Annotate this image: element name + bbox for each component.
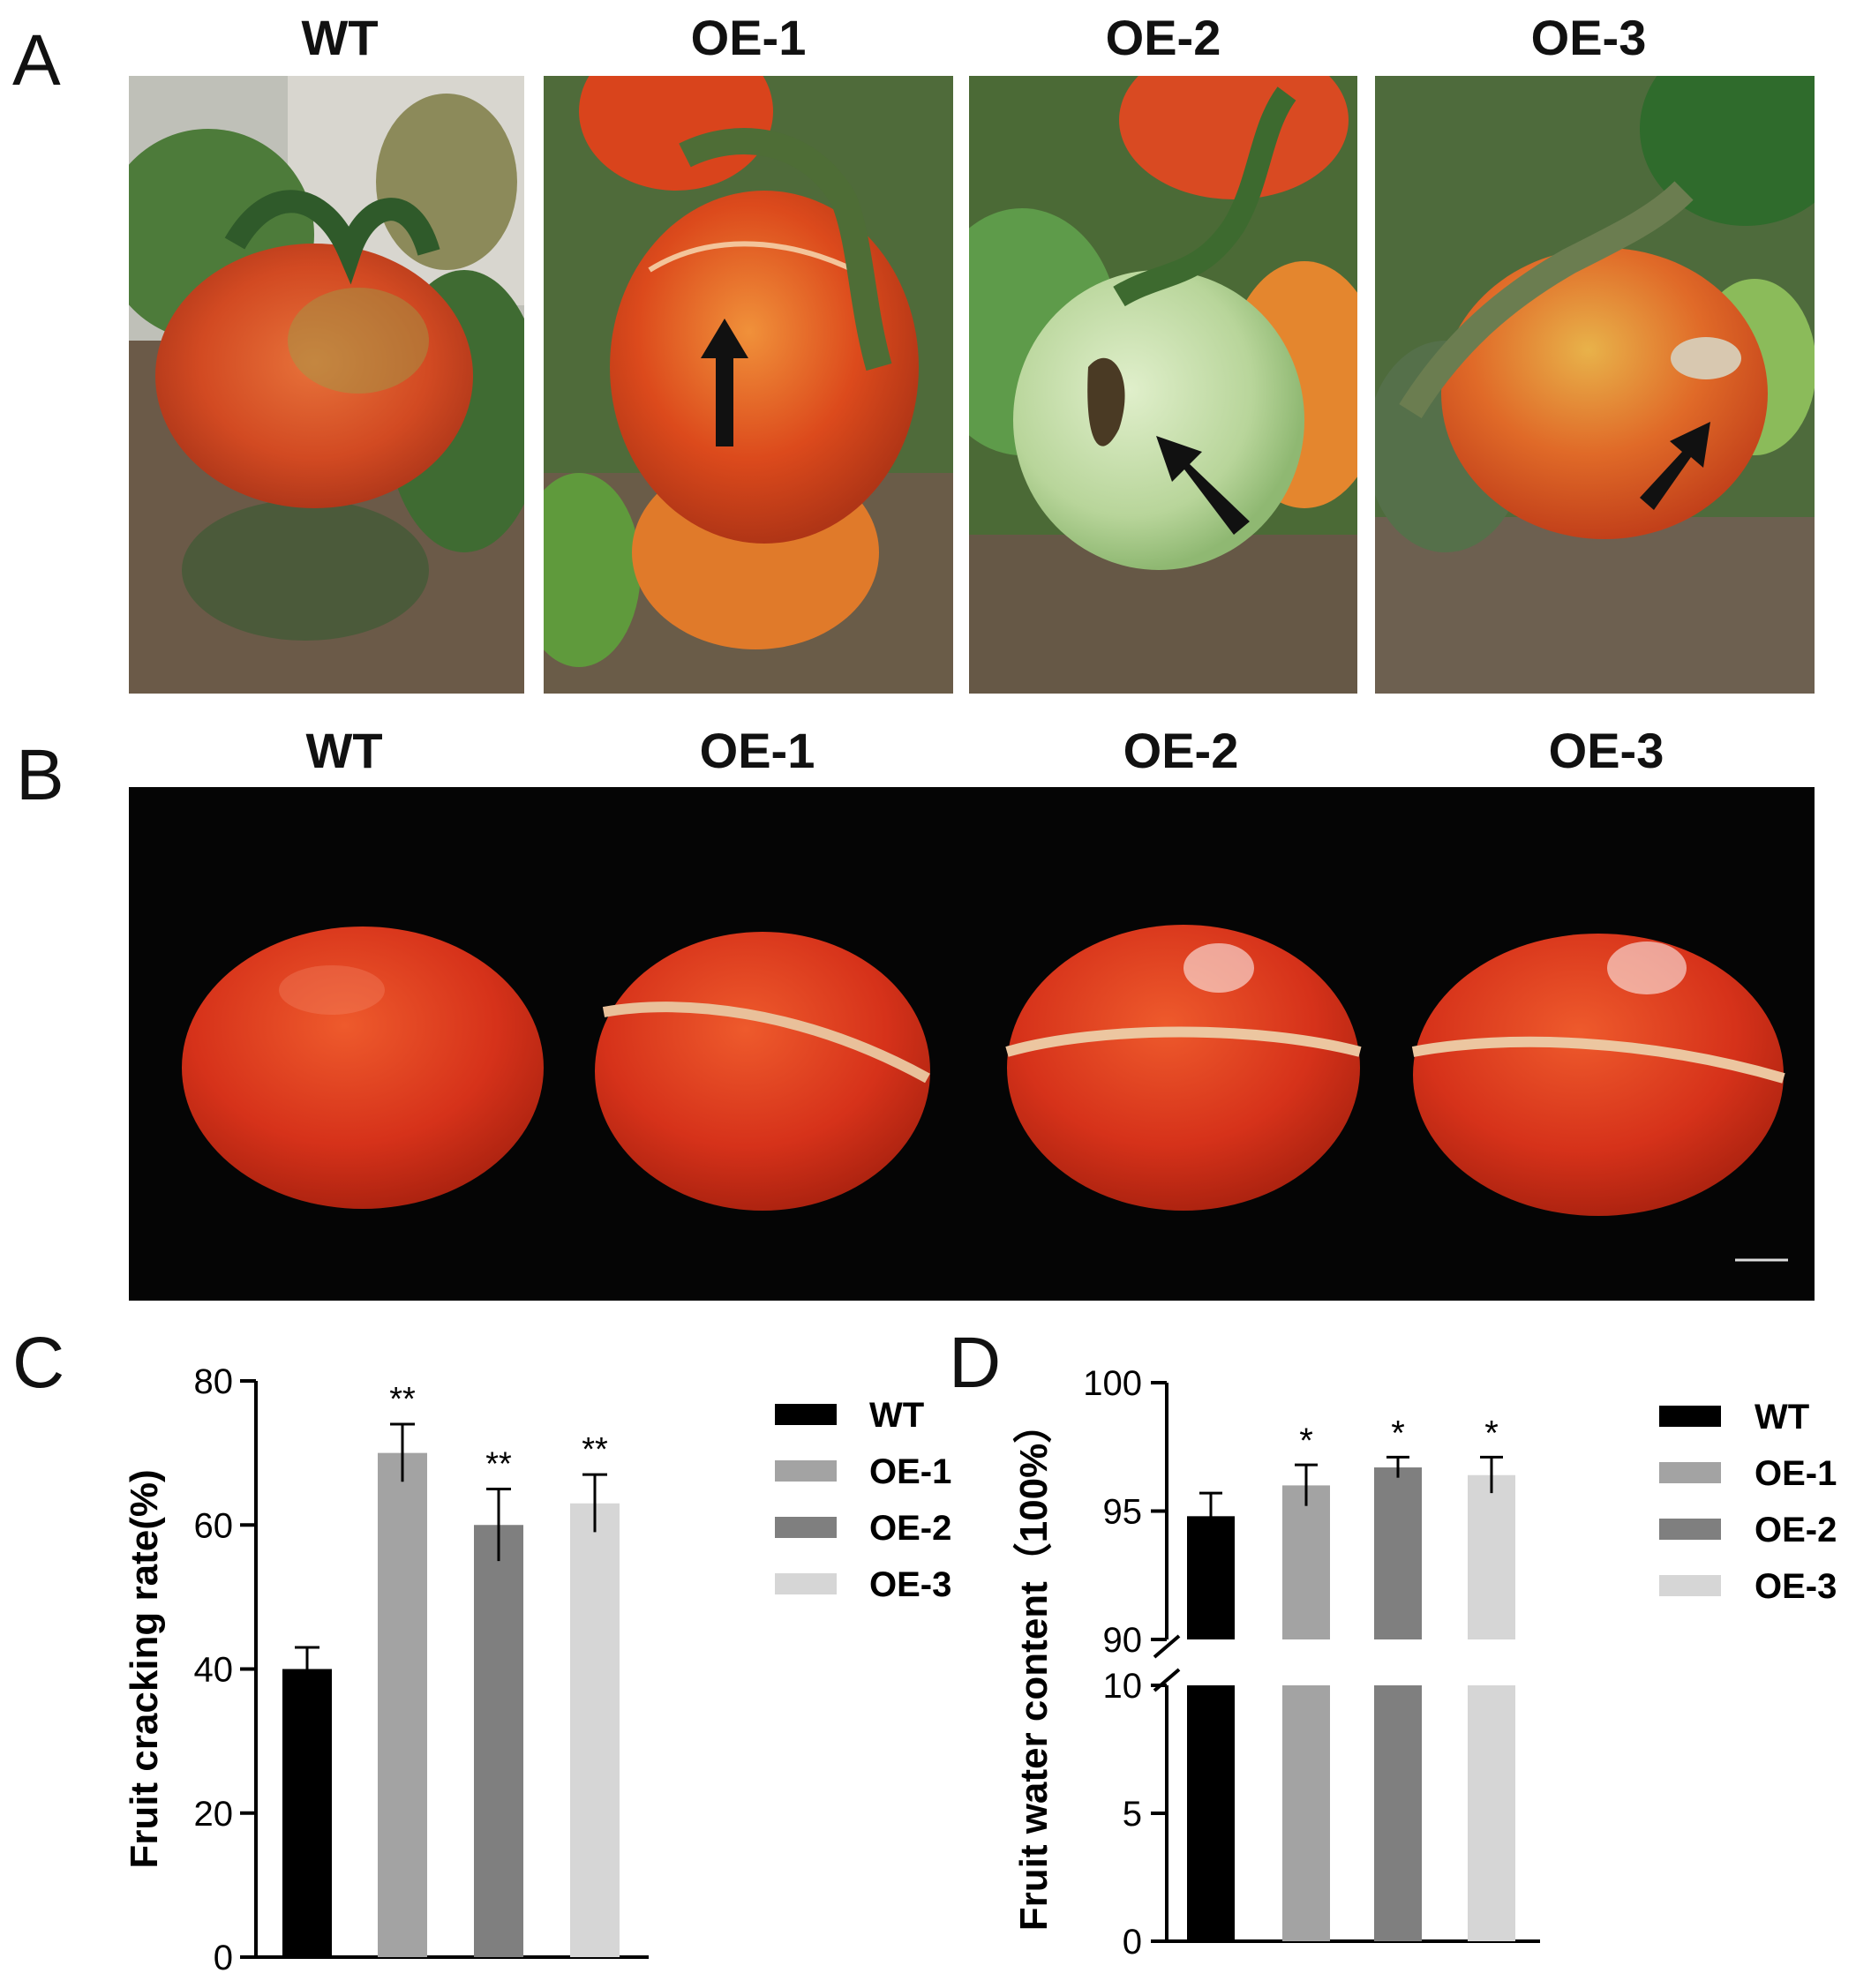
d-y-axis-label: Fruit water content（100%） [1012,1405,1056,1932]
c-legend-label: OE-3 [869,1565,951,1604]
panel-b-label-oe3: OE-3 [1548,723,1664,778]
c-legend-label: WT [869,1396,924,1435]
c-significance: ** [485,1445,512,1482]
photo-a-wt [129,76,524,694]
c-bar-oe-1 [378,1452,427,1957]
d-bar-lower-wt [1187,1685,1235,1941]
d-y-tick-label: 90 [1103,1621,1143,1660]
d-significance: * [1484,1414,1499,1452]
panel-a-letter: A [12,20,61,101]
d-legend-label: OE-1 [1755,1454,1837,1493]
panel-a-label-oe1: OE-1 [690,10,807,65]
d-y-tick-label: 10 [1103,1667,1143,1706]
fruit-wt [182,926,544,1209]
c-bar-wt [282,1669,332,1957]
panel-a-label-oe2: OE-2 [1105,10,1221,65]
d-legend-label: WT [1755,1398,1809,1437]
d-legend-swatch [1659,1575,1721,1596]
c-bar-oe-2 [474,1525,523,1957]
d-y-tick-label: 95 [1103,1493,1143,1532]
photo-a-oe1 [544,76,953,694]
d-bar-lower-oe-1 [1282,1685,1330,1941]
d-axis-break-mark [1153,1634,1181,1659]
fruit-oe3 [1411,934,1785,1216]
c-y-tick-label: 60 [194,1506,234,1545]
d-significance: * [1299,1422,1313,1460]
fruit-oe1 [595,932,930,1211]
d-legend-label: OE-3 [1755,1567,1837,1606]
panel-b-label-oe1: OE-1 [699,723,815,778]
panel-b-label-oe2: OE-2 [1123,723,1239,778]
d-bar-upper-oe-3 [1468,1474,1515,1639]
c-bar-oe-3 [570,1503,620,1957]
d-y-tick-label: 100 [1083,1364,1142,1403]
c-legend-swatch [775,1460,837,1482]
c-legend-swatch [775,1404,837,1425]
c-y-tick-label: 20 [194,1795,234,1834]
panel-a-label-wt: WT [301,10,379,65]
c-y-tick-label: 40 [194,1651,234,1690]
panel-b-label-wt: WT [305,723,383,778]
d-bar-upper-oe-2 [1374,1467,1422,1639]
fruit-oe2 [1005,925,1362,1211]
panel-c-letter: C [12,1323,65,1403]
c-y-tick-label: 0 [214,1939,233,1977]
d-bar-upper-oe-1 [1282,1485,1330,1639]
d-y-tick-label: 0 [1123,1923,1142,1962]
c-y-axis-label: Fruit cracking rate(%) [123,1469,166,1868]
d-legend-swatch [1659,1519,1721,1540]
c-significance: ** [582,1431,608,1468]
d-legend-label: OE-2 [1755,1511,1837,1549]
photo-a-oe2 [969,76,1357,694]
d-y-tick-label: 5 [1123,1795,1142,1834]
photo-b-fruits [129,787,1815,1301]
c-legend-swatch [775,1573,837,1594]
c-legend-swatch [775,1517,837,1538]
panel-d-letter: D [949,1323,1002,1403]
d-bar-lower-oe-2 [1374,1685,1422,1941]
c-significance: ** [389,1381,416,1418]
panel-a-label-oe3: OE-3 [1530,10,1647,65]
photo-a-oe3 [1375,76,1815,694]
d-legend-swatch [1659,1406,1721,1427]
panel-b-letter: B [16,735,64,815]
d-significance: * [1391,1414,1405,1452]
c-legend-label: OE-2 [869,1509,951,1548]
d-bar-lower-oe-3 [1468,1685,1515,1941]
d-legend-swatch [1659,1462,1721,1483]
c-y-tick-label: 80 [194,1362,234,1401]
c-legend-label: OE-1 [869,1452,951,1491]
